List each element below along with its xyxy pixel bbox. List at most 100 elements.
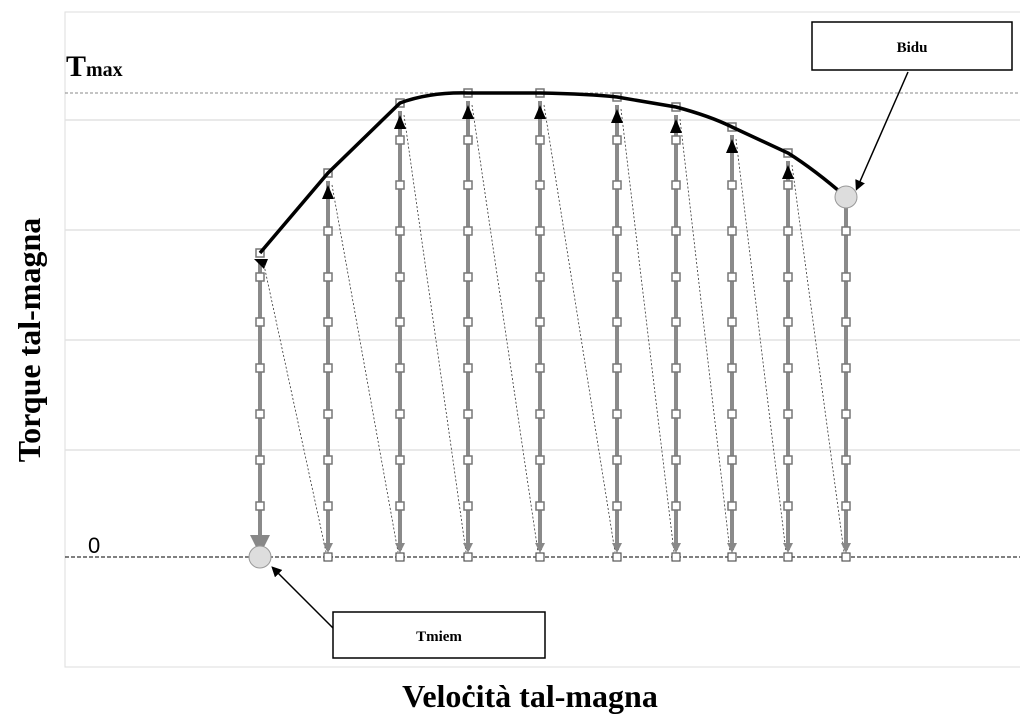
transition <box>679 118 731 553</box>
start-point <box>248 545 272 569</box>
callout-arrow <box>855 71 909 191</box>
end-point <box>834 185 858 209</box>
marker <box>727 455 737 465</box>
transition <box>403 114 467 553</box>
marker <box>395 552 405 562</box>
callout-arrow <box>271 566 334 629</box>
marker <box>783 409 793 419</box>
marker <box>463 226 473 236</box>
top-arrowhead <box>726 139 738 153</box>
marker <box>671 409 681 419</box>
marker <box>323 552 333 562</box>
callout-box <box>811 21 1013 71</box>
marker <box>463 363 473 373</box>
marker <box>612 409 622 419</box>
marker <box>727 552 737 562</box>
bottom-arrowhead <box>612 543 622 553</box>
marker <box>841 317 851 327</box>
top-arrowhead <box>670 119 682 133</box>
steps <box>250 88 851 562</box>
marker <box>671 272 681 282</box>
marker <box>463 409 473 419</box>
marker <box>671 180 681 190</box>
marker <box>671 135 681 145</box>
top-arrowhead <box>611 109 623 123</box>
marker <box>395 409 405 419</box>
top-arrowhead <box>534 105 546 119</box>
bottom-arrowhead <box>535 543 545 553</box>
torque-curve <box>258 91 848 255</box>
marker <box>727 363 737 373</box>
marker <box>727 409 737 419</box>
marker <box>612 552 622 562</box>
marker <box>671 455 681 465</box>
x-axis-label: Veloċità tal-magna <box>402 678 658 714</box>
marker <box>395 226 405 236</box>
transition <box>735 138 787 553</box>
marker <box>612 455 622 465</box>
marker <box>323 409 333 419</box>
marker <box>255 317 265 327</box>
marker <box>463 135 473 145</box>
marker <box>463 272 473 282</box>
y-axis-label: Torque tal-magna <box>11 218 47 462</box>
marker <box>671 363 681 373</box>
marker <box>783 363 793 373</box>
marker <box>612 501 622 511</box>
marker <box>727 317 737 327</box>
marker <box>612 135 622 145</box>
marker <box>463 317 473 327</box>
marker <box>841 409 851 419</box>
marker <box>841 552 851 562</box>
marker <box>727 226 737 236</box>
top-arrowhead <box>322 185 334 199</box>
marker <box>841 501 851 511</box>
marker <box>323 363 333 373</box>
marker <box>395 317 405 327</box>
marker <box>612 272 622 282</box>
marker <box>323 455 333 465</box>
marker <box>323 501 333 511</box>
marker <box>535 317 545 327</box>
marker <box>841 272 851 282</box>
marker <box>671 317 681 327</box>
bottom-arrowhead <box>395 543 405 553</box>
top-arrowhead <box>394 115 406 129</box>
tmax-main: T <box>66 50 86 83</box>
marker <box>612 226 622 236</box>
marker <box>841 455 851 465</box>
marker <box>395 135 405 145</box>
marker <box>463 552 473 562</box>
marker <box>535 272 545 282</box>
marker <box>323 226 333 236</box>
marker <box>323 272 333 282</box>
marker <box>535 552 545 562</box>
marker <box>395 363 405 373</box>
marker <box>612 180 622 190</box>
marker <box>535 180 545 190</box>
bottom-arrowhead <box>841 543 851 553</box>
marker <box>783 272 793 282</box>
marker <box>535 501 545 511</box>
marker <box>255 409 265 419</box>
marker <box>727 272 737 282</box>
marker <box>463 501 473 511</box>
marker <box>783 552 793 562</box>
top-arrowhead <box>462 105 474 119</box>
marker <box>671 226 681 236</box>
callout-label: Bidu <box>897 40 928 56</box>
marker <box>783 226 793 236</box>
marker <box>535 135 545 145</box>
marker <box>841 226 851 236</box>
marker <box>783 501 793 511</box>
marker <box>671 501 681 511</box>
marker <box>783 180 793 190</box>
marker <box>255 363 265 373</box>
marker <box>783 455 793 465</box>
marker <box>535 455 545 465</box>
marker <box>671 552 681 562</box>
transition <box>263 264 327 553</box>
marker <box>463 455 473 465</box>
marker <box>395 501 405 511</box>
